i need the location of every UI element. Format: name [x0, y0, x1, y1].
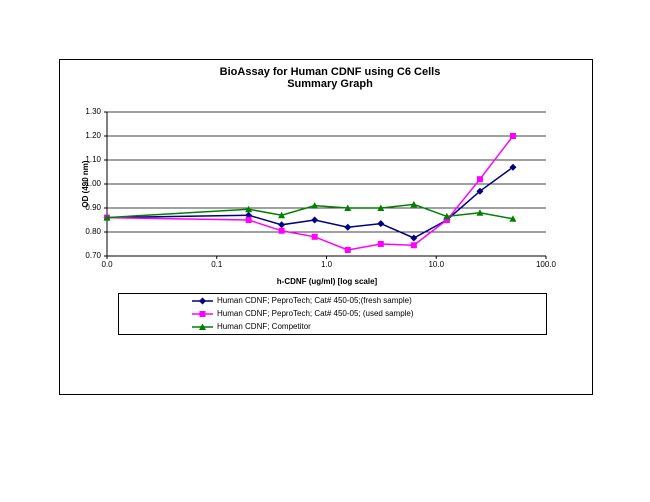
- marker: [311, 216, 319, 224]
- marker: [103, 214, 111, 221]
- marker: [476, 176, 483, 183]
- series-line: [106, 166, 514, 239]
- chart-frame: [59, 59, 593, 395]
- marker: [344, 223, 352, 231]
- marker: [410, 200, 418, 208]
- y-tick-label: 1.20: [85, 131, 101, 140]
- chart-title: BioAssay for Human CDNF using C6 Cells: [220, 66, 441, 78]
- legend-marker: [199, 323, 206, 330]
- marker: [509, 215, 517, 222]
- x-tick-label: 100.0: [536, 260, 557, 269]
- legend-marker: [199, 297, 206, 305]
- marker: [410, 234, 418, 242]
- marker: [476, 209, 484, 216]
- legend-label: Human CDNF; PeproTech; Cat# 450-05; (use…: [217, 309, 414, 318]
- x-tick-label: 0.1: [211, 260, 223, 269]
- marker: [311, 202, 319, 209]
- y-axis-title: OD (490 nm): [81, 160, 90, 207]
- legend-box: [118, 293, 547, 335]
- legend-marker: [199, 311, 206, 317]
- y-tick-label: 0.90: [85, 203, 101, 212]
- x-tick-label: 0.0: [101, 260, 113, 269]
- marker: [410, 242, 417, 249]
- marker: [344, 247, 351, 253]
- chart-subtitle: Summary Graph: [287, 78, 373, 90]
- legend-label: Human CDNF; Competitor: [217, 322, 311, 331]
- marker: [344, 204, 352, 211]
- y-tick-label: 1.10: [85, 155, 101, 164]
- y-tick-label: 0.80: [85, 227, 101, 236]
- marker: [245, 205, 253, 213]
- marker: [278, 211, 286, 219]
- marker: [377, 241, 384, 247]
- marker: [476, 187, 484, 195]
- marker: [245, 211, 253, 219]
- legend-label: Human CDNF; PeproTech; Cat# 450-05;(fres…: [217, 296, 412, 305]
- y-tick-label: 0.70: [85, 251, 101, 260]
- x-tick-label: 1.0: [321, 260, 333, 269]
- marker: [509, 133, 516, 139]
- marker: [245, 217, 252, 223]
- y-tick-label: 1.00: [85, 179, 101, 188]
- marker: [278, 227, 285, 234]
- x-tick-label: 10.0: [428, 260, 444, 269]
- marker: [443, 212, 451, 220]
- series-line: [106, 203, 514, 220]
- x-axis-title: h-CDNF (ug/ml) [log scale]: [277, 277, 378, 286]
- marker: [377, 220, 385, 228]
- marker: [443, 217, 450, 223]
- marker: [377, 204, 385, 211]
- marker: [278, 221, 286, 229]
- marker: [311, 233, 318, 240]
- series-line: [106, 135, 514, 251]
- marker: [509, 163, 517, 171]
- y-tick-label: 1.30: [85, 107, 101, 116]
